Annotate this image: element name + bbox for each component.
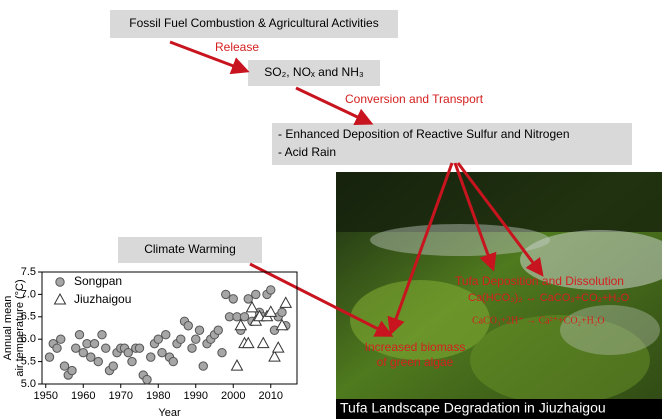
photo-label: of green algae — [377, 355, 454, 369]
point — [124, 348, 132, 356]
point — [68, 366, 76, 374]
y-tick-label: 5.0 — [21, 378, 36, 390]
point — [75, 331, 83, 339]
point — [143, 375, 151, 383]
legend-label: Songpan — [74, 274, 122, 288]
deposition-text: - Enhanced Deposition of Reactive Sulfur… — [278, 127, 570, 141]
plot-frame — [42, 272, 297, 384]
x-axis-label: Year — [158, 407, 181, 419]
x-tick-label: 1950 — [34, 390, 58, 402]
point — [258, 338, 269, 348]
point — [195, 326, 203, 334]
point — [188, 344, 196, 352]
point — [214, 326, 222, 334]
deposition-text: - Acid Rain — [278, 145, 336, 159]
point — [278, 308, 286, 316]
point — [184, 322, 192, 330]
photo-label: Tufa Deposition and Dissolution — [455, 274, 624, 288]
point — [79, 348, 87, 356]
point — [109, 362, 117, 370]
point — [192, 335, 200, 343]
point — [102, 344, 110, 352]
point — [162, 331, 170, 339]
point — [53, 344, 61, 352]
point — [244, 295, 252, 303]
point — [273, 342, 284, 352]
point — [158, 348, 166, 356]
point — [280, 297, 291, 307]
x-tick-label: 1970 — [109, 390, 133, 402]
x-tick-label: 2010 — [259, 390, 283, 402]
source-text: Fossil Fuel Combustion & Agricultural Ac… — [129, 16, 378, 30]
legend-marker — [55, 294, 66, 304]
photo-label: Increased biomass — [365, 340, 466, 354]
point — [232, 360, 243, 370]
photo: Tufa Deposition and Dissolution Ca(HCO₃)… — [336, 172, 662, 419]
page: Tufa Deposition and Dissolution Ca(HCO₃)… — [0, 0, 662, 419]
point — [199, 362, 207, 370]
arrow-label: Conversion and Transport — [345, 92, 484, 106]
photo-label: CaCO₃+2H⁺ → Ca²⁺+CO₂+H₂O — [472, 315, 605, 326]
point — [267, 286, 275, 294]
photo-label: Ca(HCO₃)₂ ↔ CaCO₃+CO₂+H₂O — [468, 292, 630, 304]
point — [72, 344, 80, 352]
y-axis-label: air temperature (°C) — [14, 279, 26, 376]
legend-label: Jiuzhaigou — [74, 292, 131, 306]
point — [222, 290, 230, 298]
y-axis-label: Annual mean — [2, 296, 14, 361]
point — [128, 357, 136, 365]
x-tick-label: 1990 — [184, 390, 208, 402]
photo-caption: Tufa Landscape Degradation in Jiuzhaigou — [340, 400, 606, 416]
point — [60, 362, 68, 370]
point — [229, 295, 237, 303]
point — [94, 357, 102, 365]
point — [177, 335, 185, 343]
point — [98, 331, 106, 339]
point — [240, 313, 248, 321]
point — [154, 335, 162, 343]
point — [87, 353, 95, 361]
point — [45, 353, 53, 361]
point — [218, 348, 226, 356]
arrow-label: Release — [215, 40, 259, 54]
y-tick-label: 7.5 — [21, 266, 36, 278]
x-tick-label: 2000 — [221, 390, 245, 402]
emission-text: SO₂, NOₓ and NH₃ — [264, 65, 364, 79]
point — [135, 344, 143, 352]
point — [252, 290, 260, 298]
x-tick-label: 1980 — [146, 390, 170, 402]
point — [57, 335, 65, 343]
point — [169, 357, 177, 365]
climate-text: Climate Warming — [144, 242, 236, 256]
point — [90, 339, 98, 347]
point — [147, 353, 155, 361]
legend-marker — [56, 278, 64, 286]
x-tick-label: 1960 — [71, 390, 95, 402]
